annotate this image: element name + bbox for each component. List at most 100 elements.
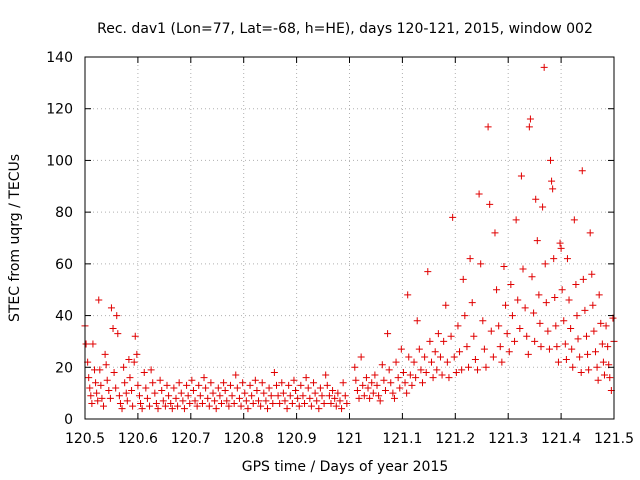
data-point [267,392,275,400]
data-point [195,381,203,389]
data-point [161,402,169,410]
data-point [465,363,473,371]
data-point [151,389,159,397]
data-point [561,340,569,348]
data-point [368,379,376,387]
data-point [438,371,446,379]
data-point [251,376,259,384]
data-point [486,200,494,208]
y-tick-label: 0 [64,412,73,428]
data-point [325,392,333,400]
data-point [389,389,397,397]
data-point [524,350,532,358]
data-point [281,397,289,405]
y-tick-labels: 0 20 40 60 80 100 120 140 [46,50,73,428]
data-point [89,340,97,348]
data-point [129,402,137,410]
data-point [357,353,365,361]
data-point [422,368,430,376]
data-point [537,343,545,351]
data-point [95,296,103,304]
data-point [126,374,134,382]
y-tick-label: 60 [55,257,73,273]
data-point [87,392,95,400]
data-point [307,402,315,410]
data-point [573,312,581,320]
data-point [482,363,490,371]
y-tick-label: 140 [46,50,73,66]
data-point [410,358,418,366]
data-point [244,405,252,413]
data-point [431,348,439,356]
data-point [212,405,220,413]
data-point [525,123,533,131]
data-point [532,195,540,203]
data-point [88,399,96,407]
data-point [552,322,560,330]
x-tick-label: 120.8 [224,431,264,447]
data-point [533,237,541,245]
data-point [531,337,539,345]
data-point [98,394,106,402]
x-tick-label: 121.4 [541,431,581,447]
data-point [366,394,374,402]
data-point [93,389,101,397]
data-point [295,402,303,410]
data-point [487,327,495,335]
data-point [540,63,548,71]
data-point [327,399,335,407]
data-point [163,381,171,389]
data-point [339,379,347,387]
data-point [442,301,450,309]
data-point [135,392,143,400]
data-point [230,399,238,407]
data-point [211,397,219,405]
data-point [336,397,344,405]
data-point [96,366,104,374]
data-point [419,379,427,387]
data-point [463,343,471,351]
data-point [404,291,412,299]
data-point [376,397,384,405]
data-point [294,394,302,402]
y-tick-label: 40 [55,309,73,325]
data-point [142,384,150,392]
data-point [433,366,441,374]
data-point [221,387,229,395]
data-point [235,394,243,402]
data-point [498,358,506,366]
grid-lines [85,57,614,419]
data-point [542,299,550,307]
data-point [262,397,270,405]
data-point [237,402,245,410]
x-tick-label: 121.2 [435,431,475,447]
data-point [507,281,515,289]
data-point [582,332,590,340]
data-point [274,392,282,400]
data-point [461,312,469,320]
data-point [128,387,136,395]
data-point [484,123,492,131]
data-point [359,381,367,389]
data-point [606,374,614,382]
data-point [146,402,154,410]
data-point [369,389,377,397]
data-point [138,405,146,413]
data-point [109,325,117,332]
data-point [602,322,610,330]
data-point [233,384,241,392]
data-point [456,348,464,356]
data-point [180,405,188,413]
data-point [588,270,596,278]
data-point [214,384,222,392]
data-point [318,392,326,400]
data-point [292,387,300,395]
data-point [489,353,497,361]
data-point [332,402,340,410]
y-tick-label: 20 [55,360,73,376]
data-point [516,325,524,332]
data-point [226,381,234,389]
data-point [316,384,324,392]
data-point [568,345,576,353]
